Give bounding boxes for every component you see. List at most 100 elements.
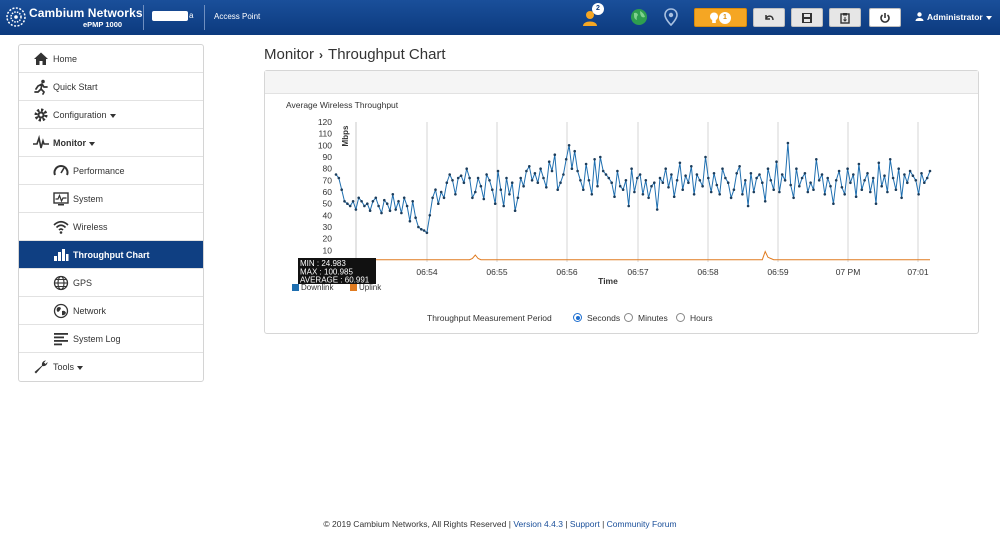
x-axis-label: Time: [598, 276, 618, 286]
sidebar-item-configuration[interactable]: Configuration: [19, 101, 203, 129]
sidebar-item-throughput-chart[interactable]: Throughput Chart: [19, 241, 203, 269]
sidebar-item-system[interactable]: System: [19, 185, 203, 213]
configuration-export-button[interactable]: [829, 8, 861, 27]
data-point: [636, 176, 639, 180]
data-point: [761, 181, 764, 184]
data-point: [780, 173, 784, 176]
breadcrumb-parent[interactable]: Monitor: [264, 46, 315, 63]
data-point: [729, 196, 733, 200]
data-point: [400, 211, 403, 215]
data-point: [783, 179, 787, 182]
period-minutes-radio[interactable]: [624, 313, 633, 322]
data-point: [388, 209, 392, 212]
period-seconds-label[interactable]: Seconds: [587, 313, 621, 323]
sidebar-item-tools[interactable]: Tools: [19, 353, 203, 381]
system-monitor-icon: [53, 192, 69, 206]
sidebar-item-home[interactable]: Home: [19, 45, 203, 73]
data-point: [917, 193, 920, 196]
data-point: [354, 208, 358, 211]
data-point: [633, 190, 636, 194]
data-point: [397, 200, 400, 203]
reboot-button[interactable]: [869, 8, 901, 27]
series-line-downlink: [335, 142, 931, 234]
data-point: [476, 176, 480, 180]
user-notification-icon[interactable]: [581, 9, 599, 27]
data-point: [587, 179, 591, 182]
data-point: [380, 211, 383, 215]
tooltip-max: MAX : 100.985: [300, 267, 353, 276]
save-button[interactable]: [791, 8, 823, 27]
data-point: [755, 176, 758, 180]
data-point: [545, 186, 548, 189]
period-hours-label[interactable]: Hours: [690, 313, 713, 323]
legend-uplink[interactable]: Uplink: [350, 283, 381, 292]
data-point: [348, 204, 352, 208]
data-point: [383, 198, 386, 202]
data-point: [516, 196, 520, 200]
data-point: [869, 190, 872, 194]
cambium-logo-icon: [6, 7, 26, 27]
sidebar-item-monitor[interactable]: Monitor: [19, 129, 203, 157]
data-point: [692, 193, 696, 196]
data-point: [366, 202, 369, 205]
sidebar-item-network[interactable]: Network: [19, 297, 203, 325]
data-point: [900, 196, 903, 200]
data-point: [718, 193, 721, 196]
data-point: [528, 165, 531, 168]
support-link[interactable]: Support: [569, 519, 600, 529]
data-point: [698, 179, 702, 182]
location-pin-icon[interactable]: [662, 8, 680, 26]
clipboard-icon: [840, 12, 850, 24]
sidebar-item-system-log[interactable]: System Log: [19, 325, 203, 353]
data-point: [681, 188, 684, 191]
data-point: [670, 173, 673, 176]
data-point: [562, 173, 565, 176]
globe-status-icon[interactable]: [630, 8, 648, 26]
period-seconds-radio[interactable]: [573, 313, 582, 322]
undo-button[interactable]: [753, 8, 785, 27]
alerts-button[interactable]: 1: [694, 8, 747, 27]
data-point: [857, 162, 861, 166]
user-name: Administrator: [927, 12, 983, 22]
data-point: [886, 190, 889, 194]
data-point: [843, 193, 846, 196]
sidebar-item-performance[interactable]: Performance: [19, 157, 203, 185]
data-point: [704, 155, 707, 159]
sidebar-item-wireless[interactable]: Wireless: [19, 213, 203, 241]
breadcrumb-current: Throughput Chart: [328, 46, 446, 63]
community-forum-link[interactable]: Community Forum: [606, 519, 677, 529]
sidebar-item-gps[interactable]: GPS: [19, 269, 203, 297]
period-minutes-label[interactable]: Minutes: [638, 313, 668, 323]
data-point: [920, 172, 923, 175]
data-point: [675, 179, 679, 182]
data-point: [582, 188, 585, 191]
data-point: [613, 195, 616, 198]
device-mode: Access Point: [214, 12, 261, 21]
y-tick-label: 70: [323, 175, 333, 185]
data-point: [749, 172, 753, 175]
data-point: [556, 188, 559, 191]
data-point: [624, 179, 628, 182]
header-divider: [204, 5, 205, 30]
period-label: Throughput Measurement Period: [427, 313, 552, 323]
data-point: [408, 219, 412, 223]
data-point: [880, 184, 883, 188]
data-point: [394, 208, 397, 211]
legend-downlink[interactable]: Downlink: [292, 283, 333, 292]
data-point: [846, 167, 849, 170]
y-tick-label: 20: [323, 234, 333, 244]
data-point: [732, 188, 736, 191]
chevron-down-icon: [77, 365, 84, 370]
data-point: [570, 167, 574, 170]
data-point: [644, 179, 648, 182]
data-point: [658, 176, 662, 180]
data-point: [539, 167, 542, 170]
throughput-chart[interactable]: 06:54 06:55 06:56 06:57 06:58 06:59 07 PM 07:01…: [286, 112, 946, 292]
data-point: [530, 179, 534, 182]
user-menu[interactable]: Administrator: [915, 12, 992, 22]
period-hours-radio[interactable]: [676, 313, 685, 322]
tooltip-min: MIN : 24.983: [300, 259, 346, 268]
sidebar-item-quick-start[interactable]: Quick Start: [19, 73, 203, 101]
data-point: [695, 173, 699, 176]
data-point: [525, 169, 528, 173]
